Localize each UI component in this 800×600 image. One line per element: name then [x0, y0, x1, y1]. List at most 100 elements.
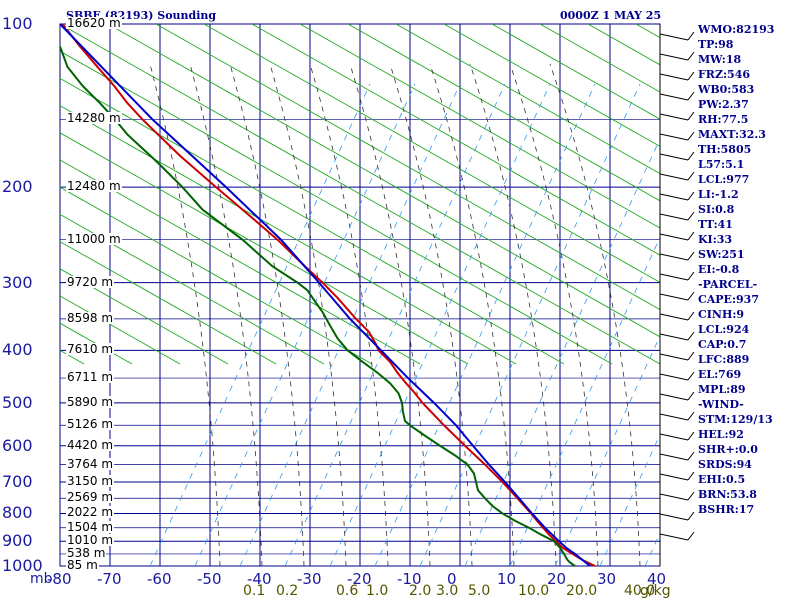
height-label: 7610 m	[66, 342, 115, 357]
index-entry: STM:129/13	[698, 413, 773, 426]
wind-barb	[659, 53, 689, 61]
sounding-series-layer	[59, 23, 596, 567]
wind-barb	[659, 33, 689, 41]
wind-barb	[659, 313, 689, 321]
pressure-tick-label: 800	[2, 503, 33, 523]
sounding-series-2	[59, 23, 591, 567]
sounding-series-0	[61, 23, 596, 567]
height-label: 14280 m	[66, 111, 122, 126]
mixing-ratio-label: 5.0	[468, 583, 491, 599]
index-entry: WB0:583	[698, 83, 755, 96]
wind-barb	[659, 93, 689, 101]
wind-barb	[687, 211, 695, 221]
pressure-tick-label: 600	[2, 435, 33, 455]
wind-barb	[687, 531, 695, 541]
wind-barb	[687, 151, 695, 161]
mixing-ratio-line	[374, 83, 596, 566]
height-label: 3764 m	[66, 456, 115, 471]
wind-barb	[687, 391, 695, 401]
index-entry: CAPE:937	[698, 293, 759, 306]
mixing-ratio-label: 1.0	[366, 583, 389, 599]
height-label: 11000 m	[66, 231, 122, 246]
wind-barb	[659, 173, 689, 181]
dry-adiabat-line	[60, 132, 469, 365]
dry-adiabat-line	[60, 213, 325, 365]
wind-barb	[687, 351, 695, 361]
moist-adiabat-line	[189, 63, 263, 566]
mixing-ratio-label: 3.0	[436, 583, 459, 599]
wind-barb	[659, 533, 689, 541]
wind-barb	[659, 193, 689, 201]
temperature-tick-label: -80	[47, 570, 72, 588]
moist-adiabat-line	[309, 63, 389, 566]
dry-adiabat-line	[60, 105, 517, 365]
index-entry: EHI:0.5	[698, 473, 746, 486]
index-entry: FRZ:546	[698, 68, 751, 81]
dry-adiabat-line	[60, 50, 613, 365]
index-entry: SW:251	[698, 248, 745, 261]
wind-barb	[687, 471, 695, 481]
pressure-unit-label: mb	[30, 571, 53, 587]
index-entry: SI:0.8	[698, 203, 735, 216]
temperature-tick-label: -50	[197, 570, 222, 588]
wind-barb	[659, 233, 689, 241]
temperature-tick-label: 0	[447, 570, 457, 588]
dry-adiabat-line	[587, 24, 660, 66]
wind-barb	[687, 71, 695, 81]
index-entry: SHR+:0.0	[698, 443, 758, 456]
wind-barb	[659, 413, 689, 421]
height-label: 2022 m	[66, 505, 115, 520]
dry-adiabat-line	[60, 24, 660, 365]
wind-barb-layer	[659, 24, 695, 566]
temperature-tick-label: -10	[397, 570, 422, 588]
mixing-ratio-label: 10.0	[518, 583, 550, 599]
height-label: 12480 m	[66, 179, 122, 194]
index-entry: MW:18	[698, 53, 742, 66]
height-label: 8598 m	[66, 310, 115, 325]
height-label: 5126 m	[66, 417, 115, 432]
dry-adiabat-line	[443, 24, 660, 147]
wind-barb	[659, 513, 689, 521]
wind-barb	[659, 293, 689, 301]
wind-barb	[687, 91, 695, 101]
mixing-ratio-label: 40.0	[624, 583, 656, 599]
temperature-tick-label: -60	[147, 570, 172, 588]
sounding-series-1	[59, 46, 576, 567]
mixing-ratio-line	[194, 83, 416, 566]
wind-barb	[687, 31, 695, 41]
pressure-tick-label: 900	[2, 531, 33, 551]
wind-barb	[659, 333, 689, 341]
height-label: 1504 m	[66, 519, 115, 534]
dry-adiabat-line	[107, 24, 660, 338]
index-entry: BSHR:17	[698, 503, 755, 516]
wind-barb	[687, 171, 695, 181]
moist-adiabat-line	[269, 63, 347, 566]
index-entry: PW:2.37	[698, 98, 749, 111]
index-entry: MAXT:32.3	[698, 128, 766, 141]
wind-barb	[687, 291, 695, 301]
wind-barb	[687, 191, 695, 201]
dry-adiabat-line	[60, 77, 565, 365]
wind-barb	[687, 111, 695, 121]
index-entry: L57:5.1	[698, 158, 745, 171]
wind-barb	[687, 491, 695, 501]
temperature-tick-label: -20	[347, 570, 372, 588]
dry-adiabat-line	[60, 186, 373, 365]
index-entry: -WIND-	[698, 398, 744, 411]
mixing-ratio-line	[239, 83, 461, 566]
height-label: 2569 m	[66, 490, 115, 505]
height-label: 3150 m	[66, 474, 115, 489]
mixing-ratio-line	[599, 433, 660, 566]
wind-barb	[659, 493, 689, 501]
moist-adiabat-line	[549, 63, 641, 566]
wind-barb	[687, 431, 695, 441]
temperature-tick-label: -70	[97, 570, 122, 588]
height-label: 6711 m	[66, 370, 115, 385]
moist-adiabat-line	[429, 63, 515, 566]
dry-adiabat-line	[60, 241, 277, 365]
height-label: 16620 m	[66, 16, 122, 30]
index-entry: LI:-1.2	[698, 188, 739, 201]
grid-layer	[59, 23, 661, 567]
index-entry: LCL:924	[698, 323, 750, 336]
